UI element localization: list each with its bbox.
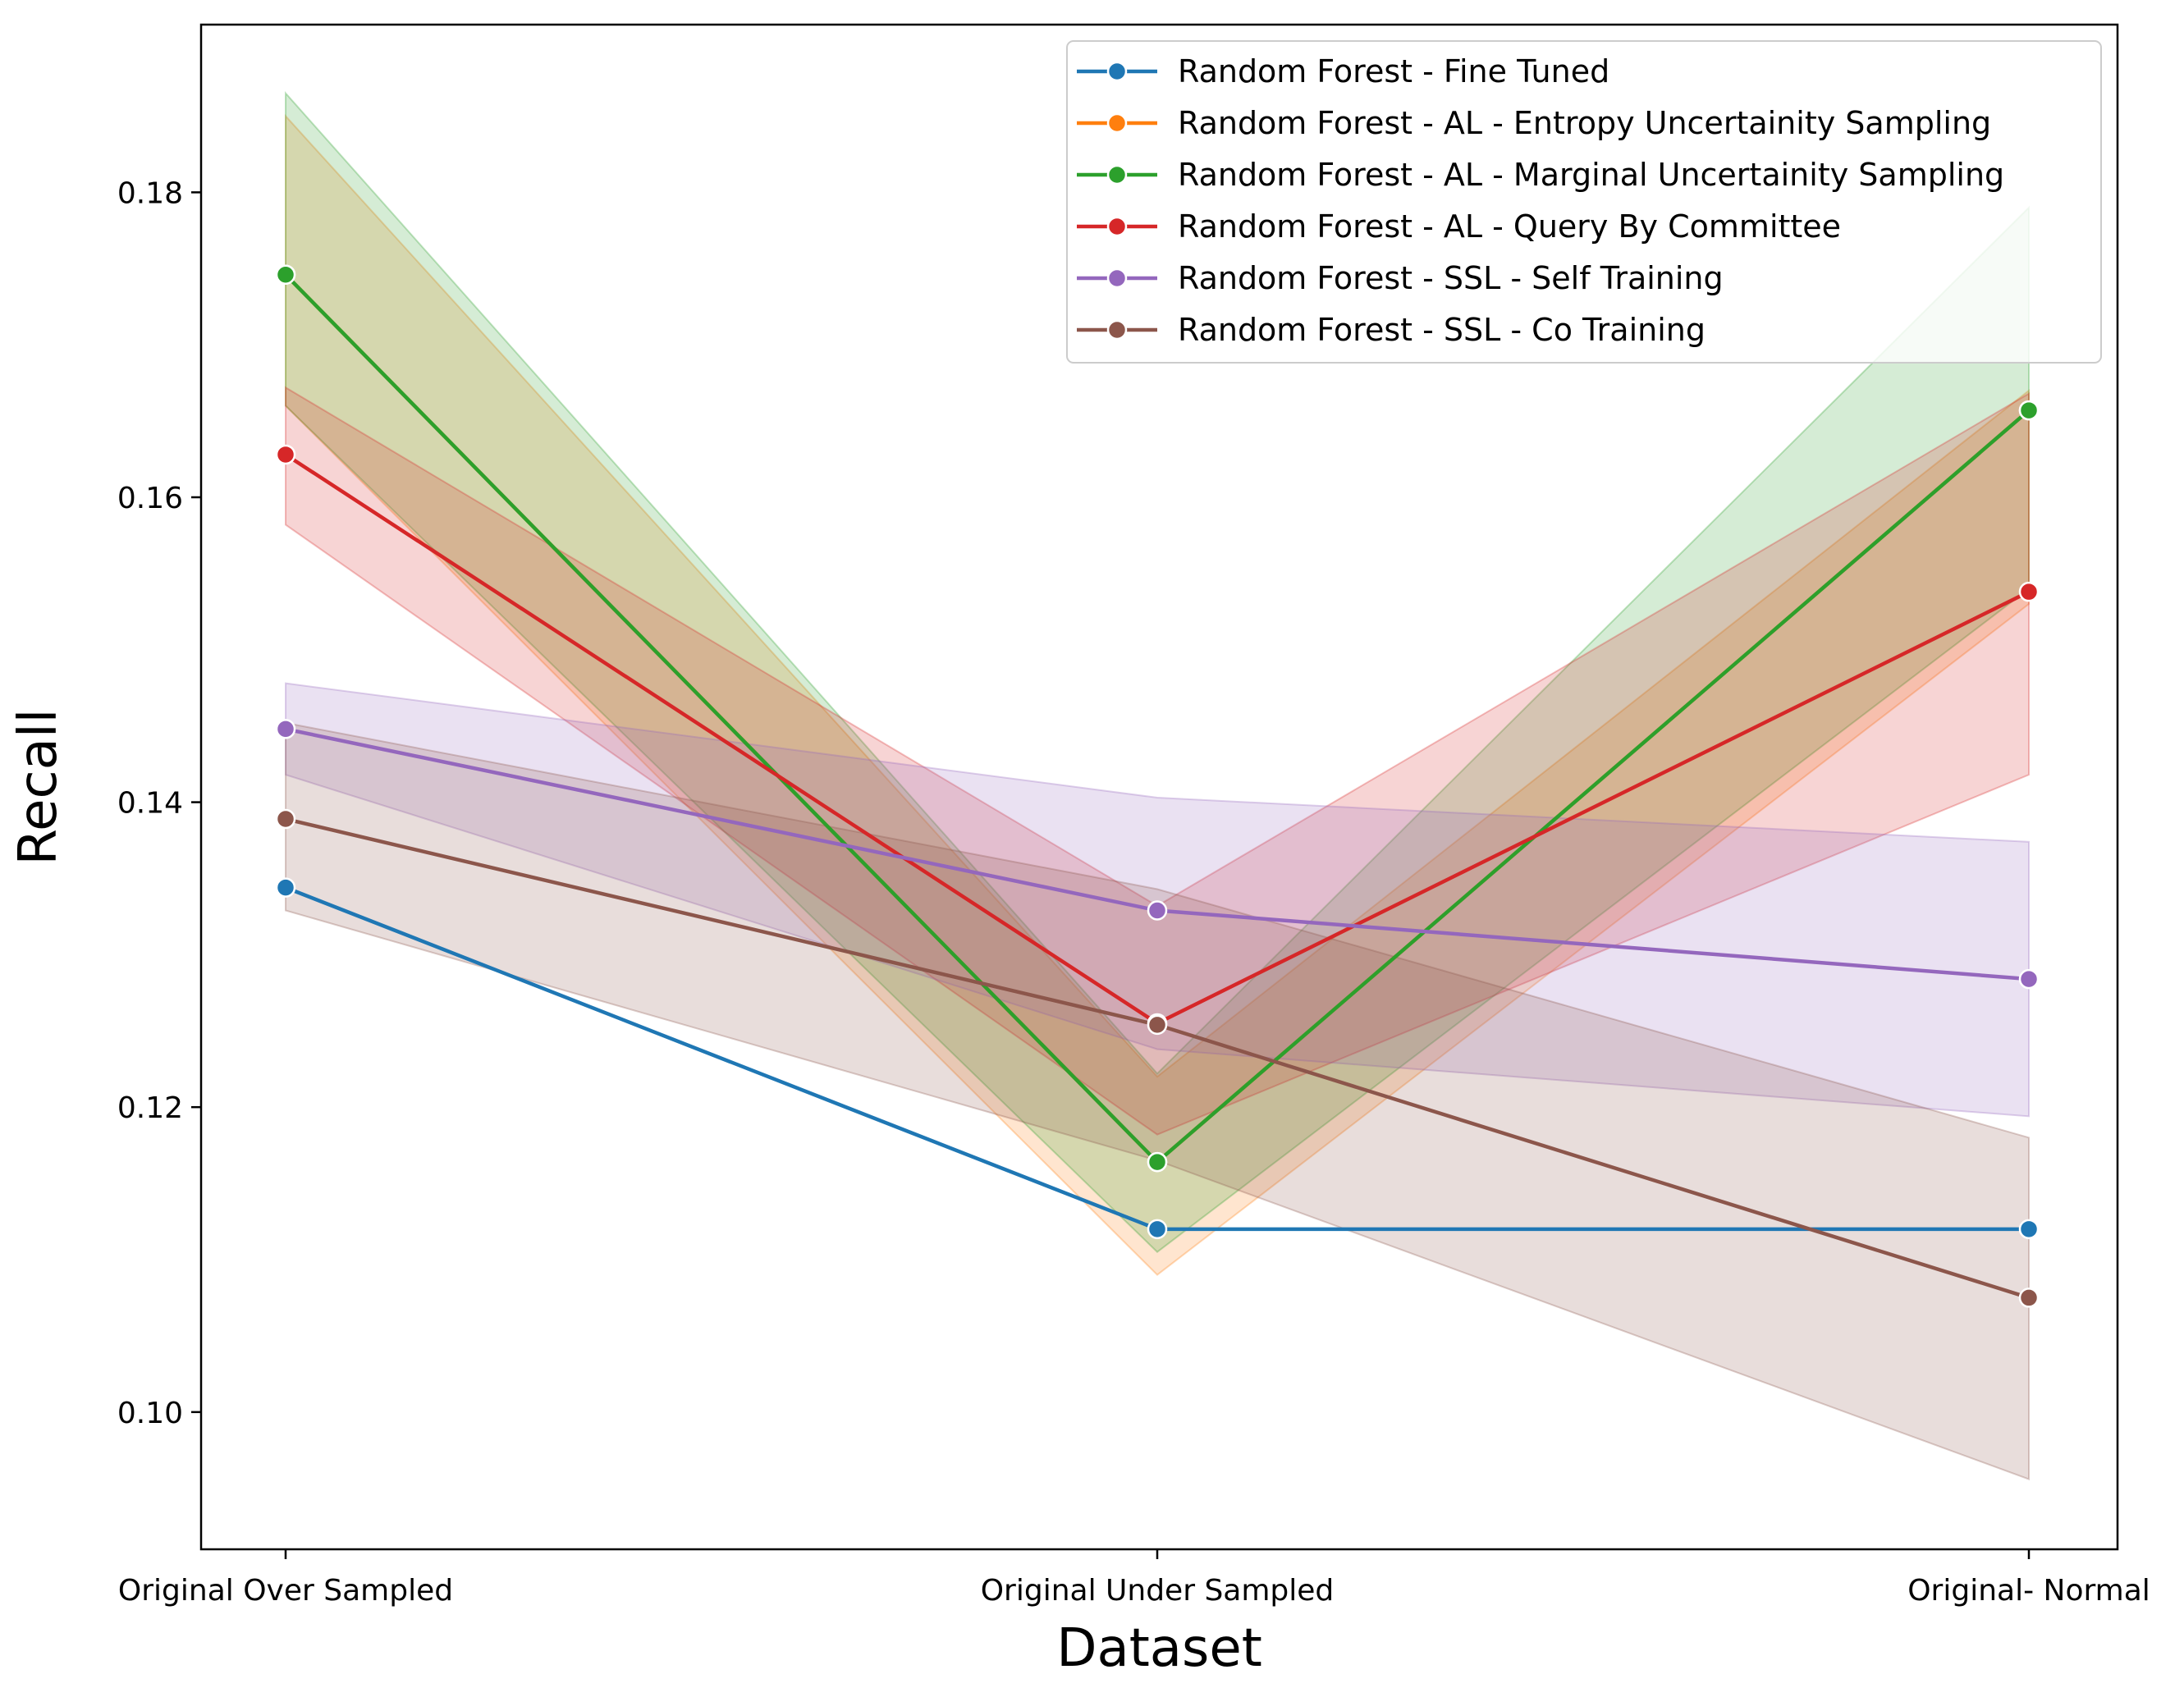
legend-label-1: Random Forest - AL - Entropy Uncertainit… xyxy=(1178,105,1991,141)
data-point-0-1 xyxy=(1147,1219,1168,1240)
legend-marker-0 xyxy=(1106,61,1128,82)
y-axis-title: Recall xyxy=(8,709,69,866)
legend: Random Forest - Fine Tuned Random Forest … xyxy=(1066,40,2102,364)
legend-marker-5 xyxy=(1106,319,1128,341)
y-axis: 0.10 0.12 0.14 0.16 0.18 xyxy=(117,176,201,1430)
legend-label-5: Random Forest - SSL - Co Training xyxy=(1178,312,1706,348)
data-point-3-2 xyxy=(2018,581,2040,602)
legend-label-0: Random Forest - Fine Tuned xyxy=(1178,53,1609,89)
data-point-5-1 xyxy=(1147,1014,1168,1036)
y-tick-label: 0.14 xyxy=(117,787,183,821)
data-point-5-0 xyxy=(275,808,296,830)
legend-label-3: Random Forest - AL - Query By Committee xyxy=(1178,208,1841,245)
legend-box xyxy=(1066,40,2102,364)
x-tick-label: Original- Normal xyxy=(1907,1574,2150,1608)
plot-frame xyxy=(199,23,2119,1551)
data-point-4-0 xyxy=(275,719,296,739)
confidence-band-4 xyxy=(285,682,2030,1118)
y-tick-label: 0.12 xyxy=(117,1091,183,1125)
confidence-band-1 xyxy=(285,113,2030,1276)
y-tick-label: 0.16 xyxy=(117,482,183,515)
data-point-0-0 xyxy=(275,877,296,898)
legend-label-2: Random Forest - AL - Marginal Uncertaini… xyxy=(1178,157,2004,193)
x-axis-title: Dataset xyxy=(1056,1618,1262,1679)
legend-marker-2 xyxy=(1106,164,1128,185)
legend-marker-4 xyxy=(1106,268,1128,289)
legend-marker-3 xyxy=(1106,216,1128,237)
data-point-4-2 xyxy=(2018,968,2040,990)
data-point-2-2 xyxy=(2018,400,2040,421)
data-point-4-1 xyxy=(1147,900,1168,921)
x-axis: Original Over Sampled Original Under Samp… xyxy=(118,1549,2150,1608)
x-tick-label: Original Under Sampled xyxy=(981,1574,1335,1608)
x-tick-label: Original Over Sampled xyxy=(118,1574,453,1608)
data-point-3-0 xyxy=(275,444,296,465)
legend-marker-1 xyxy=(1106,112,1128,134)
data-point-5-2 xyxy=(2018,1288,2040,1308)
data-point-0-2 xyxy=(2018,1219,2040,1240)
series-markers xyxy=(275,264,2040,1308)
data-point-2-1 xyxy=(1147,1151,1168,1173)
confidence-bands xyxy=(285,90,2030,1480)
legend-label-4: Random Forest - SSL - Self Training xyxy=(1178,260,1724,296)
y-tick-label: 0.10 xyxy=(117,1397,183,1430)
data-point-2-0 xyxy=(275,264,296,285)
y-tick-label: 0.18 xyxy=(117,176,183,210)
confidence-band-5 xyxy=(285,721,2030,1480)
